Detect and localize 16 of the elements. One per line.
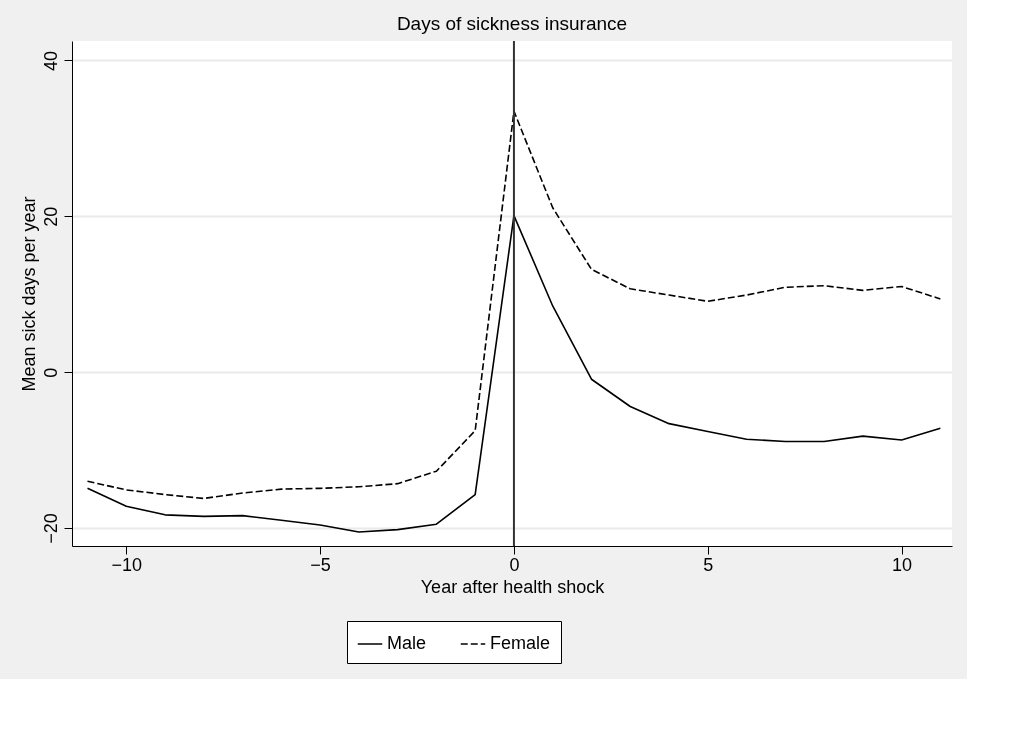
- line-series: [86, 110, 942, 500]
- legend-label: Female: [490, 633, 551, 653]
- x-axis-title: Year after health shock: [420, 576, 606, 597]
- legend-label: Male: [387, 633, 427, 653]
- y-tick-label: 20: [40, 206, 61, 227]
- y-axis-title: Mean sick days per year: [18, 196, 39, 392]
- y-tick-label: −20: [40, 513, 61, 544]
- x-tick-label: −10: [111, 554, 143, 575]
- chart-title: Days of sickness insurance: [396, 13, 628, 34]
- y-tick-label: 0: [40, 367, 61, 378]
- x-tick-label: 0: [509, 554, 520, 575]
- x-tick-label: 5: [703, 554, 714, 575]
- y-tick-label: 40: [40, 50, 61, 71]
- line-series: [86, 214, 942, 533]
- x-tick-label: 10: [892, 554, 913, 575]
- x-tick-label: −5: [310, 554, 331, 575]
